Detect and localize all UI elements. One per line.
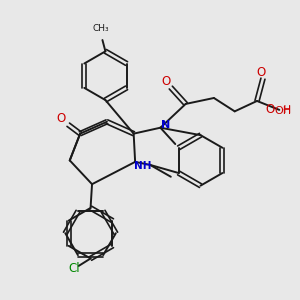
Text: OH: OH xyxy=(275,106,292,116)
Text: O: O xyxy=(257,66,266,79)
Text: O: O xyxy=(162,74,171,88)
Text: ·H: ·H xyxy=(281,105,292,115)
Text: NH: NH xyxy=(134,161,151,171)
Text: N: N xyxy=(161,120,170,130)
Text: O: O xyxy=(265,103,274,116)
Text: O: O xyxy=(56,112,65,125)
Text: CH₃: CH₃ xyxy=(93,25,109,34)
Text: Cl: Cl xyxy=(68,262,80,275)
